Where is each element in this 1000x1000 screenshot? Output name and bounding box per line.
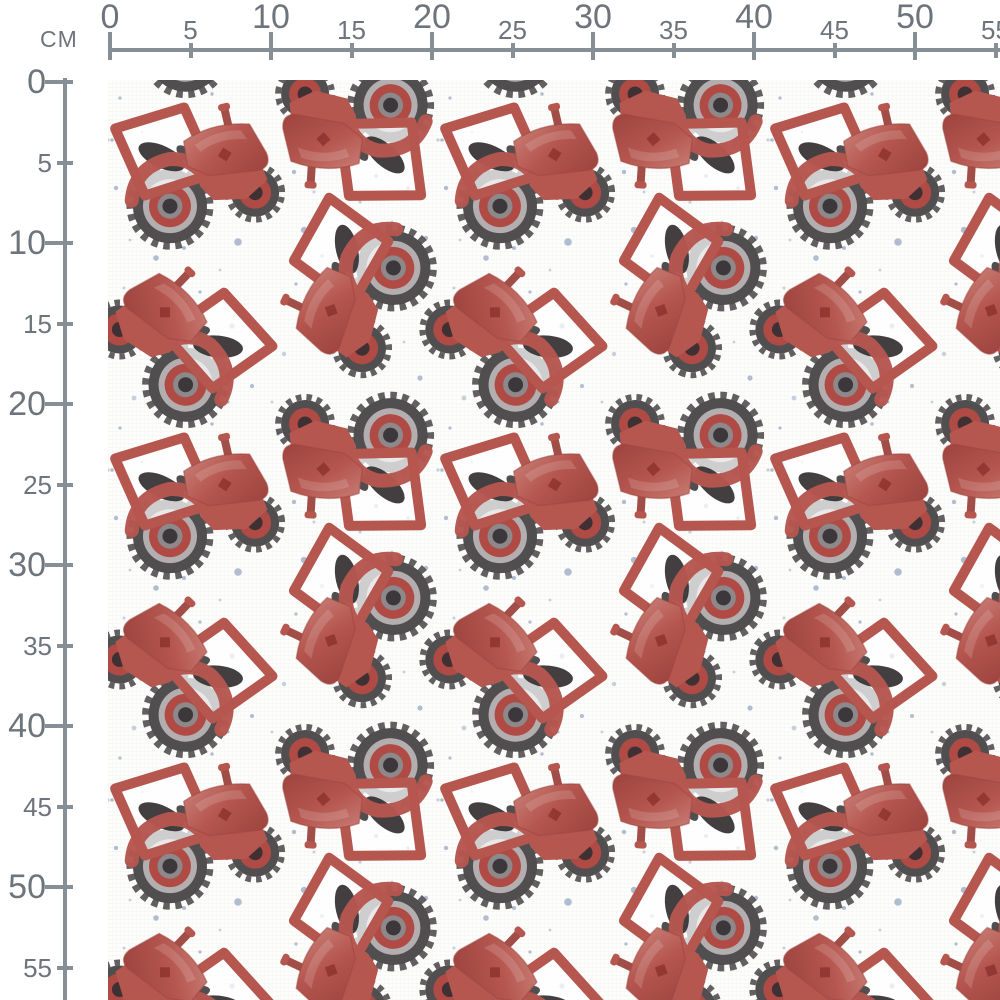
left-ruler-label: 5	[37, 147, 52, 178]
left-ruler-label: 0	[27, 63, 46, 101]
top-ruler-label: 40	[735, 0, 773, 36]
left-ruler-tick	[45, 885, 73, 889]
left-ruler-tick	[57, 482, 73, 487]
left-ruler-tick	[57, 321, 73, 326]
left-ruler-tick	[57, 804, 73, 809]
top-ruler-tick	[269, 32, 273, 60]
left-ruler-label: 25	[23, 469, 52, 500]
fabric-swatch	[108, 80, 1000, 1000]
left-ruler-tick	[57, 643, 73, 648]
top-ruler-tick	[510, 43, 515, 58]
top-ruler-tick	[671, 43, 676, 58]
left-ruler-label: 40	[8, 707, 46, 745]
top-ruler-label: 30	[574, 0, 612, 36]
left-ruler-line	[63, 78, 67, 1000]
top-ruler-label: 15	[337, 15, 366, 45]
top-ruler-label: 45	[820, 15, 849, 45]
left-ruler-tick	[57, 160, 73, 165]
left-ruler-label: 50	[8, 868, 46, 906]
top-ruler-line	[108, 48, 1000, 52]
top-ruler-tick	[188, 43, 193, 58]
top-ruler-label: 5	[183, 15, 198, 45]
tractor-pattern-svg	[108, 80, 1000, 1000]
top-ruler-label: 50	[896, 0, 934, 36]
top-ruler-tick	[832, 43, 837, 58]
top-ruler-label: 10	[252, 0, 290, 36]
top-ruler-label: 0	[100, 0, 120, 36]
top-ruler-label: 35	[659, 15, 688, 45]
top-ruler-tick	[591, 32, 595, 60]
top-ruler-label: 55	[981, 15, 1000, 45]
left-ruler-tick	[45, 80, 73, 84]
ruler-unit-label: CM	[40, 26, 78, 52]
left-ruler-label: 30	[8, 546, 46, 584]
left-ruler-label: 35	[23, 630, 52, 661]
left-ruler-label: 45	[23, 791, 52, 822]
left-ruler-tick	[45, 402, 73, 406]
left-ruler-tick	[45, 241, 73, 245]
top-ruler-label: 25	[498, 15, 527, 45]
top-ruler-tick	[108, 32, 112, 60]
left-ruler-label: 10	[8, 224, 46, 262]
left-ruler-tick	[57, 965, 73, 970]
top-ruler-tick	[913, 32, 917, 60]
fabric-pattern-fill	[108, 80, 1000, 1000]
left-ruler-label: 15	[23, 308, 52, 339]
left-ruler-tick	[45, 563, 73, 567]
top-ruler-tick	[752, 32, 756, 60]
left-ruler-label: 55	[23, 952, 52, 983]
top-ruler-tick	[430, 32, 434, 60]
left-ruler-label: 20	[8, 385, 46, 423]
top-ruler-tick	[349, 43, 354, 58]
top-ruler-tick	[993, 43, 998, 58]
left-ruler-tick	[45, 724, 73, 728]
top-ruler-label: 20	[413, 0, 451, 36]
